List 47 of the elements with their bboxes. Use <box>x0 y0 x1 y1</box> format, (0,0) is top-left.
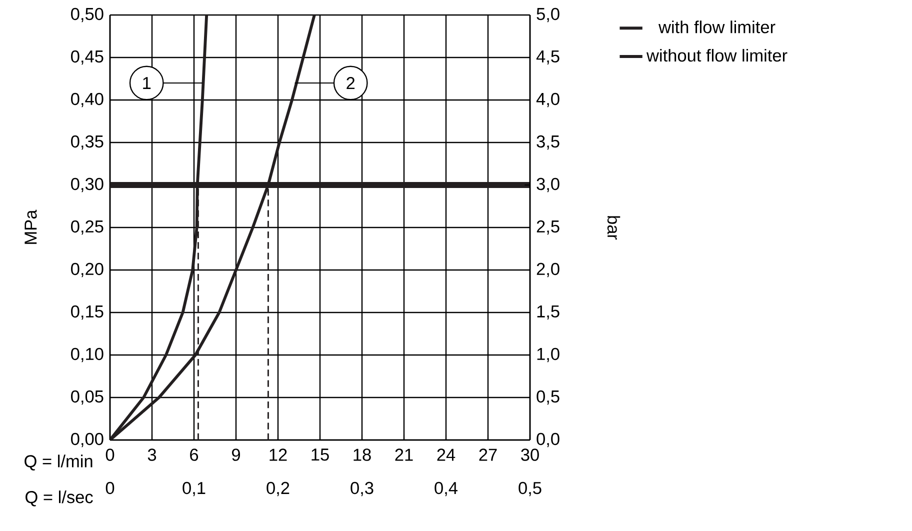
x-tick-label: 12 <box>270 448 287 461</box>
annotation: 2 <box>346 76 355 90</box>
x-tick-label: 27 <box>479 448 497 461</box>
y-tick-label: 0,50 <box>71 8 104 22</box>
y2-tick-label: 0,5 <box>536 390 560 405</box>
y-tick-label: 0,35 <box>71 135 104 150</box>
x2-tick-label: 0,1 <box>182 482 206 496</box>
y-tick-label: 0,15 <box>71 305 104 320</box>
x-tick-label: 30 <box>521 448 539 461</box>
y2-tick-label: 1,5 <box>537 305 560 320</box>
x2-tick-label: 0,5 <box>518 482 542 496</box>
x-tick-label: 3 <box>148 448 156 461</box>
y-tick-label: 0,30 <box>71 178 104 192</box>
x2-tick-label: 0,3 <box>350 482 374 496</box>
annotation: 1 <box>143 77 151 89</box>
x2-tick-label: 0 <box>106 482 114 494</box>
y-tick-label: 0,25 <box>71 220 104 235</box>
x2-axis-title: Q = l/sec <box>26 490 93 506</box>
y-axis-title: MPa <box>24 210 37 244</box>
y2-tick-label: 3,0 <box>536 178 560 192</box>
x2-tick-label: 0,2 <box>266 482 290 496</box>
x-tick-label: 0 <box>106 448 114 461</box>
x-tick-label: 15 <box>312 448 329 461</box>
y-tick-label: 0,45 <box>71 50 104 65</box>
legend-label: with flow limiter <box>658 20 776 34</box>
x-tick-label: 9 <box>232 448 240 461</box>
x-tick-label: 24 <box>437 448 456 461</box>
y2-tick-label: 5,0 <box>536 8 560 22</box>
x-tick-label: 21 <box>395 448 413 461</box>
y-tick-label: 0,40 <box>71 92 104 108</box>
y2-tick-label: 1,0 <box>537 348 560 362</box>
x2-tick-label: 0,4 <box>434 482 458 496</box>
y2-tick-label: 2,0 <box>536 262 560 278</box>
y-tick-label: 0,10 <box>71 348 104 362</box>
y-tick-label: 0,00 <box>71 432 104 448</box>
x-axis-title: Q = l/min <box>24 454 92 470</box>
y-tick-label: 0,20 <box>71 262 104 278</box>
y2-tick-label: 4,0 <box>536 92 560 108</box>
y2-tick-label: 0,0 <box>536 432 560 448</box>
x-tick-label: 18 <box>354 448 371 461</box>
legend-label: without flow limiter <box>646 48 788 62</box>
y2-tick-label: 2,5 <box>536 220 560 235</box>
y-tick-label: 0,05 <box>71 390 104 405</box>
x-tick-label: 6 <box>190 448 198 461</box>
y2-axis-title: bar <box>607 216 620 240</box>
y2-tick-label: 3,5 <box>536 135 560 150</box>
y2-tick-label: 4,5 <box>536 50 560 65</box>
